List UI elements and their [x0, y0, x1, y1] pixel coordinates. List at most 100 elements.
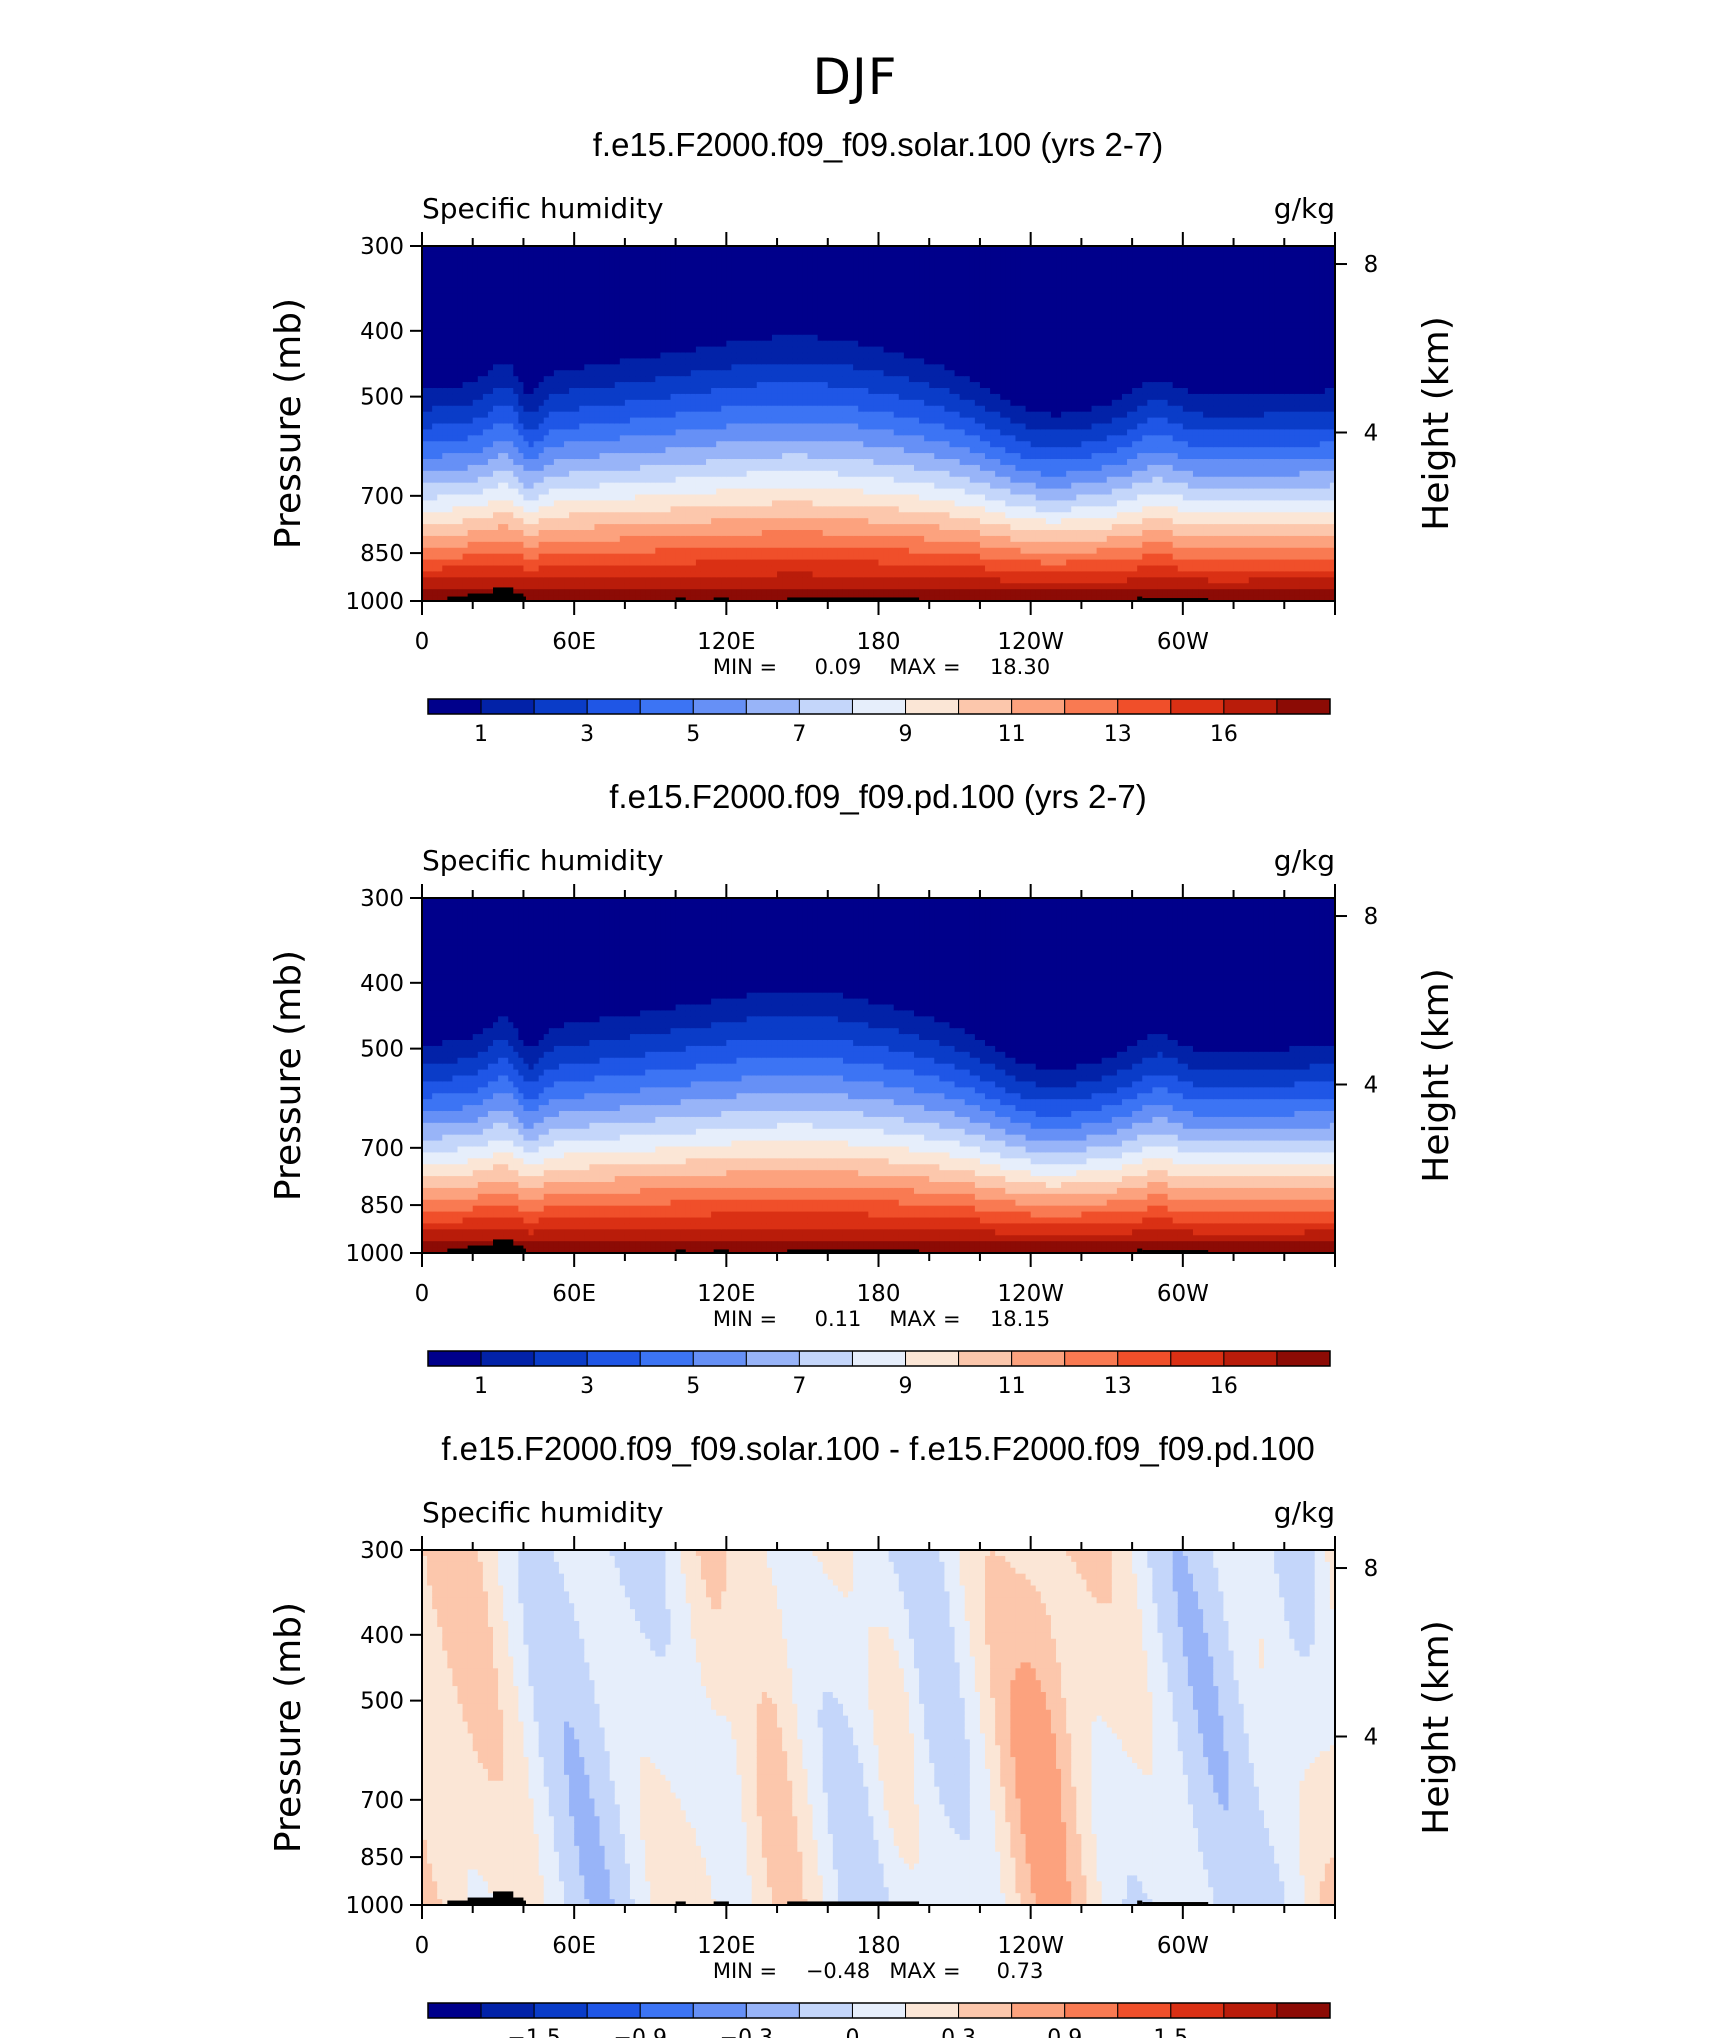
- chart-panel-2: f.e15.F2000.f09_f09.pd.100 (yrs 2-7) Spec…: [268, 778, 1457, 1399]
- colorbar-label: 0: [845, 2026, 859, 2038]
- pressure-tick-label: 850: [360, 1193, 404, 1219]
- pressure-tick-label: 300: [360, 1538, 404, 1564]
- pressure-tick-label: 500: [360, 385, 404, 411]
- colorbar-swatch: [1064, 698, 1119, 715]
- lon-tick-label: 0: [415, 1281, 430, 1307]
- colorbar-swatch: [851, 698, 907, 715]
- colorbar-swatch: [1117, 2002, 1172, 2019]
- colorbar-swatch: [1011, 1350, 1066, 1367]
- colorbar-swatch: [639, 698, 694, 715]
- colorbar-swatch: [1064, 2002, 1119, 2019]
- pressure-tick-label: 500: [360, 1689, 404, 1715]
- pressure-tick-label: 400: [360, 971, 404, 997]
- colorbar-swatch: [533, 2002, 588, 2019]
- colorbar-swatch: [480, 1350, 535, 1367]
- topography-mask: [787, 597, 920, 601]
- colorbar-label: 11: [998, 1374, 1026, 1399]
- max-value: 18.30: [990, 655, 1050, 679]
- lon-tick-label: 120E: [697, 1281, 755, 1307]
- units-label: g/kg: [1274, 844, 1335, 877]
- colorbar-swatch: [1117, 698, 1172, 715]
- max-value: 0.73: [997, 1959, 1044, 1983]
- colorbar-label: 0.9: [1047, 2026, 1082, 2038]
- colorbar-swatch: [427, 698, 482, 715]
- topography-mask: [467, 1245, 524, 1253]
- colorbar-label: 0.3: [941, 2026, 976, 2038]
- topography-mask: [675, 1249, 686, 1253]
- colorbar-swatch: [851, 2002, 907, 2019]
- chart-panel-1: f.e15.F2000.f09_f09.solar.100 (yrs 2-7) S…: [268, 126, 1457, 747]
- colorbar-swatch: [905, 698, 960, 715]
- left-axis-label: Pressure (mb): [268, 1602, 309, 1853]
- colorbar-swatch: [639, 1350, 694, 1367]
- lon-tick-label: 60E: [552, 1933, 596, 1959]
- topography-mask: [675, 1901, 686, 1905]
- colorbar-swatch: [798, 2002, 853, 2019]
- colorbar-swatch: [1223, 2002, 1278, 2019]
- colorbar-swatch: [745, 1350, 800, 1367]
- colorbar-label: 7: [792, 1374, 806, 1399]
- colorbar-label: −0.9: [614, 2026, 667, 2038]
- topography-mask: [713, 1901, 729, 1905]
- heatmap-field: [422, 1550, 1335, 1905]
- pressure-tick-label: 850: [360, 1845, 404, 1871]
- colorbar-label: 9: [899, 1374, 913, 1399]
- pressure-tick-label: 850: [360, 541, 404, 567]
- lon-tick-label: 60W: [1157, 1933, 1209, 1959]
- colorbar-swatch: [745, 2002, 800, 2019]
- colorbar-label: 5: [686, 1374, 700, 1399]
- topography-mask: [675, 597, 686, 601]
- colorbar-swatch: [586, 1350, 641, 1367]
- figure-title: DJF: [812, 48, 897, 106]
- lon-tick-label: 120W: [997, 1933, 1064, 1959]
- right-axis-label: Height (km): [1416, 968, 1457, 1182]
- colorbar-swatch: [798, 698, 853, 715]
- colorbar-label: 5: [686, 722, 700, 747]
- lon-tick-label: 120E: [697, 629, 755, 655]
- right-axis-label: Height (km): [1416, 1620, 1457, 1834]
- height-tick-label: 4: [1364, 1725, 1379, 1751]
- colorbar-swatch: [1170, 1350, 1225, 1367]
- colorbar-swatch: [692, 698, 747, 715]
- colorbar-swatch: [639, 2002, 694, 2019]
- min-value: −0.48: [806, 1959, 870, 1983]
- colorbar-label: 16: [1210, 722, 1238, 747]
- colorbar-swatch: [480, 698, 535, 715]
- colorbar-label: 1: [474, 722, 488, 747]
- lon-tick-label: 0: [415, 1933, 430, 1959]
- colorbar-swatch: [427, 2002, 482, 2019]
- colorbar-label: 1: [474, 1374, 488, 1399]
- pressure-tick-label: 1000: [345, 1893, 404, 1919]
- lon-tick-label: 120E: [697, 1933, 755, 1959]
- colorbar-swatch: [427, 1350, 482, 1367]
- colorbar-swatch: [692, 1350, 747, 1367]
- colorbar-swatch: [1223, 1350, 1278, 1367]
- topography-mask: [467, 1897, 524, 1905]
- colorbar-label: 9: [899, 722, 913, 747]
- colorbar-label: 7: [792, 722, 806, 747]
- colorbar-label: −0.3: [720, 2026, 773, 2038]
- pressure-tick-label: 700: [360, 1136, 404, 1162]
- colorbar-swatch: [798, 1350, 853, 1367]
- colorbar-frame: [427, 698, 1331, 715]
- right-axis-label: Height (km): [1416, 316, 1457, 530]
- colorbar-swatch: [586, 2002, 641, 2019]
- colorbar-swatch: [1276, 1350, 1331, 1367]
- max-label: MAX =: [889, 1307, 960, 1331]
- topography-mask: [1137, 596, 1143, 601]
- height-tick-label: 8: [1364, 904, 1379, 930]
- lon-tick-label: 180: [857, 1281, 901, 1307]
- height-tick-label: 4: [1364, 1073, 1379, 1099]
- colorbar-label: −1.5: [507, 2026, 560, 2038]
- colorbar-swatch: [533, 1350, 588, 1367]
- lon-tick-label: 120W: [997, 1281, 1064, 1307]
- max-value: 18.15: [990, 1307, 1050, 1331]
- topography-mask: [1142, 1250, 1209, 1253]
- topography-mask: [1142, 598, 1209, 601]
- heatmap-field: [422, 246, 1335, 601]
- colorbar-label: 3: [580, 722, 594, 747]
- colorbar-swatch: [958, 2002, 1013, 2019]
- colorbar-swatch: [745, 698, 800, 715]
- lon-tick-label: 60E: [552, 629, 596, 655]
